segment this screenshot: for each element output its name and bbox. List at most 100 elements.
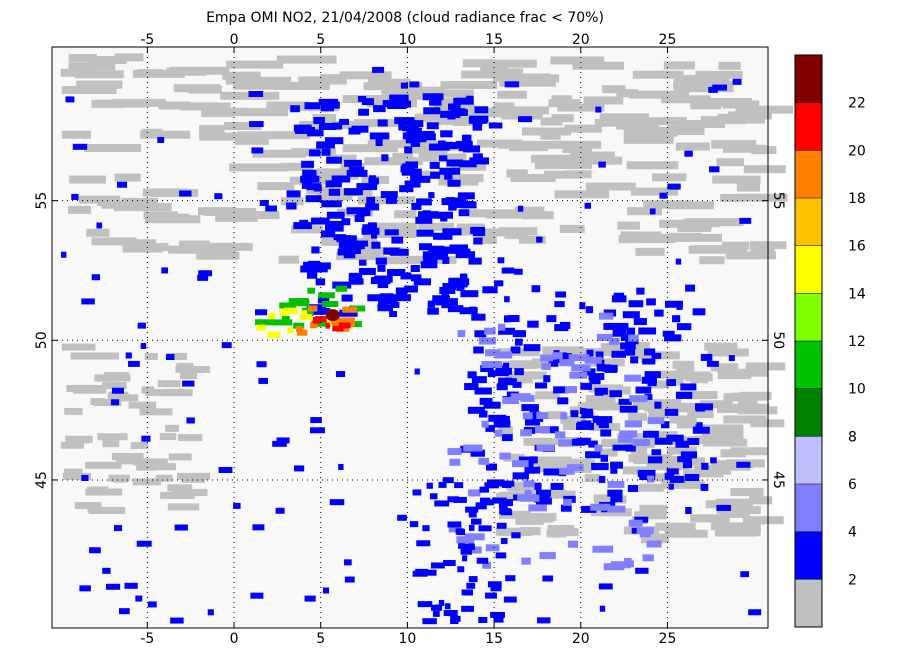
retrieval-pixel — [326, 211, 345, 219]
retrieval-pixel — [446, 159, 463, 167]
retrieval-pixel — [335, 371, 346, 378]
retrieval-pixel — [249, 121, 264, 128]
retrieval-pixel — [458, 209, 470, 217]
retrieval-pixel — [624, 420, 642, 428]
retrieval-pixel — [741, 528, 761, 537]
retrieval-pixel — [218, 466, 233, 473]
retrieval-pixel — [474, 387, 492, 395]
retrieval-pixel — [504, 499, 513, 507]
retrieval-pixel — [306, 271, 318, 279]
retrieval-pixel — [623, 117, 667, 126]
colorbar-label: 14 — [848, 286, 866, 302]
retrieval-pixel — [664, 529, 708, 538]
retrieval-pixel — [69, 175, 106, 184]
retrieval-pixel — [470, 449, 485, 457]
retrieval-pixel — [468, 257, 482, 265]
retrieval-pixel — [560, 412, 568, 420]
retrieval-pixel — [635, 247, 665, 256]
retrieval-pixel — [619, 405, 638, 413]
retrieval-pixel — [500, 480, 515, 487]
retrieval-pixel — [627, 484, 639, 492]
retrieval-pixel — [651, 449, 662, 456]
retrieval-pixel — [469, 157, 490, 165]
retrieval-pixel — [707, 348, 749, 357]
retrieval-pixel — [618, 398, 632, 405]
retrieval-pixel — [413, 278, 432, 286]
retrieval-pixel — [422, 93, 444, 101]
colorbar-swatch — [795, 484, 822, 532]
retrieval-pixel — [520, 429, 532, 437]
retrieval-pixel — [712, 466, 732, 475]
retrieval-pixel — [365, 203, 380, 211]
retrieval-pixel — [290, 300, 310, 307]
retrieval-pixel — [690, 514, 730, 523]
retrieval-pixel — [667, 183, 681, 190]
colorbar-label: 16 — [848, 239, 866, 255]
retrieval-pixel — [428, 245, 445, 253]
x-tick-label: 5 — [316, 32, 325, 48]
retrieval-pixel — [291, 225, 323, 234]
retrieval-pixel — [497, 257, 505, 264]
retrieval-pixel — [226, 60, 284, 69]
retrieval-pixel — [348, 272, 363, 280]
retrieval-pixel — [256, 361, 267, 368]
retrieval-pixel — [415, 216, 433, 224]
retrieval-pixel — [498, 323, 506, 331]
retrieval-pixel — [322, 300, 339, 307]
retrieval-pixel — [663, 61, 695, 70]
retrieval-pixel — [367, 78, 411, 87]
retrieval-pixel — [661, 480, 705, 489]
retrieval-pixel — [468, 524, 475, 531]
retrieval-pixel — [612, 444, 628, 451]
retrieval-pixel — [559, 359, 575, 367]
retrieval-pixel — [111, 453, 144, 461]
retrieval-pixel — [359, 259, 367, 266]
retrieval-pixel — [473, 237, 483, 245]
retrieval-pixel — [498, 327, 515, 335]
retrieval-pixel — [124, 582, 138, 589]
retrieval-pixel — [256, 324, 266, 331]
retrieval-pixel — [232, 108, 289, 117]
retrieval-pixel — [448, 203, 457, 211]
retrieval-pixel — [557, 397, 569, 405]
retrieval-pixel — [598, 312, 614, 320]
retrieval-pixel — [660, 370, 680, 379]
retrieval-pixel — [339, 118, 350, 125]
retrieval-pixel — [374, 275, 393, 283]
retrieval-pixel — [541, 362, 551, 370]
retrieval-pixel — [536, 444, 555, 452]
retrieval-pixel — [569, 406, 588, 415]
retrieval-pixel — [426, 569, 437, 576]
retrieval-pixel — [712, 175, 761, 184]
retrieval-pixel — [632, 70, 684, 79]
retrieval-pixel — [438, 481, 447, 488]
retrieval-pixel — [484, 482, 499, 489]
retrieval-pixel — [113, 525, 123, 532]
retrieval-pixel — [598, 475, 606, 483]
retrieval-pixel — [61, 343, 96, 351]
retrieval-pixel — [678, 404, 704, 413]
retrieval-pixel — [61, 130, 92, 139]
retrieval-pixel — [132, 458, 168, 466]
retrieval-pixel — [371, 241, 381, 249]
retrieval-pixel — [583, 96, 624, 105]
retrieval-pixel — [197, 274, 209, 281]
retrieval-pixel — [428, 143, 450, 151]
retrieval-pixel — [743, 165, 786, 174]
retrieval-pixel — [590, 503, 611, 511]
retrieval-pixel — [354, 214, 365, 222]
retrieval-pixel — [344, 576, 355, 583]
retrieval-pixel — [515, 338, 523, 346]
retrieval-pixel — [629, 395, 648, 403]
retrieval-pixel — [475, 502, 487, 510]
retrieval-pixel — [542, 575, 554, 582]
retrieval-pixel — [601, 439, 618, 448]
retrieval-pixel — [315, 307, 331, 315]
retrieval-pixel — [723, 415, 767, 424]
retrieval-pixel — [275, 507, 285, 514]
retrieval-pixel — [664, 472, 675, 480]
y-tick-label: 45 — [770, 471, 786, 489]
retrieval-pixel — [468, 116, 488, 124]
retrieval-pixel — [377, 119, 388, 127]
retrieval-pixel — [585, 451, 601, 459]
